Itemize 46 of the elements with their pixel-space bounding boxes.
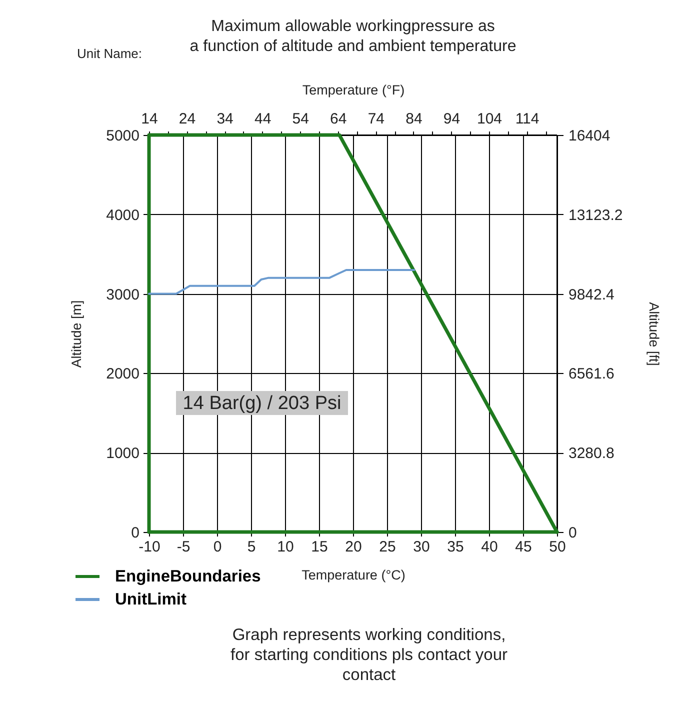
y-axis-title: Altitude [m] [69,300,84,368]
x-tick-label: 40 [481,538,498,556]
y2-axis-title: Altitude [ft] [646,302,662,366]
y2-tick-label: 6561.6 [568,366,614,383]
x-tick-label: 0 [213,538,222,556]
x-tick-label: 25 [379,538,396,556]
annotation: 14 Bar(g) / 203 Psi [182,393,342,414]
y2-tick-label: 3280.8 [568,445,614,462]
y-tick-label: 3000 [106,286,140,304]
y2-tick-label: 0 [568,524,577,542]
y-tick-label: 1000 [106,445,140,462]
y2-tick-label: 13123.2 [568,206,623,224]
x2-tick-label: 94 [443,110,460,128]
x-tick-label: 30 [413,538,430,556]
x-tick-label: 5 [247,538,256,556]
x-tick-label: -5 [176,538,190,556]
x2-axis-title: Temperature (°F) [302,82,405,98]
chart-title: Maximum allowable workingpressure as a function of altitude and ambient temperature [190,18,516,55]
x2-tick-label: 34 [216,110,234,128]
x2-tick-label: 84 [406,110,422,128]
x-tick-label: 20 [345,538,362,556]
x2-tick-label: 74 [368,110,385,128]
y2-tick-label: 16404 [568,128,610,144]
x-tick-label: 45 [515,538,532,556]
x-tick-label: 15 [311,538,328,556]
x2-tick-label: 54 [292,110,309,128]
x-axis-title: Temperature (°C) [302,568,406,582]
text: Unit Name: [77,46,142,61]
x2-tick-label: 64 [330,110,347,128]
x2-tick-label: 24 [178,110,196,128]
legend-label: UnitLimit [115,590,187,608]
text: Graph represents working conditions, for starting conditions pls contact your contact [230,626,508,684]
x-tick-label: 35 [447,538,464,556]
x-tick-label: 50 [549,538,566,556]
x2-tick-label: 14 [141,110,158,128]
x2-tick-label: 104 [476,110,502,128]
x-tick-label: 10 [277,538,294,556]
y-tick-label: 2000 [106,366,140,383]
y2-tick-label: 9842.4 [568,286,614,304]
y-tick-label: 0 [131,524,140,542]
y-tick-label: 4000 [106,206,140,224]
x2-tick-label: 114 [515,110,540,128]
y-tick-label: 5000 [106,128,140,144]
x-tick-label: -10 [138,538,160,556]
x2-tick-label: 44 [254,110,272,128]
legend-label: EngineBoundaries [115,568,261,586]
